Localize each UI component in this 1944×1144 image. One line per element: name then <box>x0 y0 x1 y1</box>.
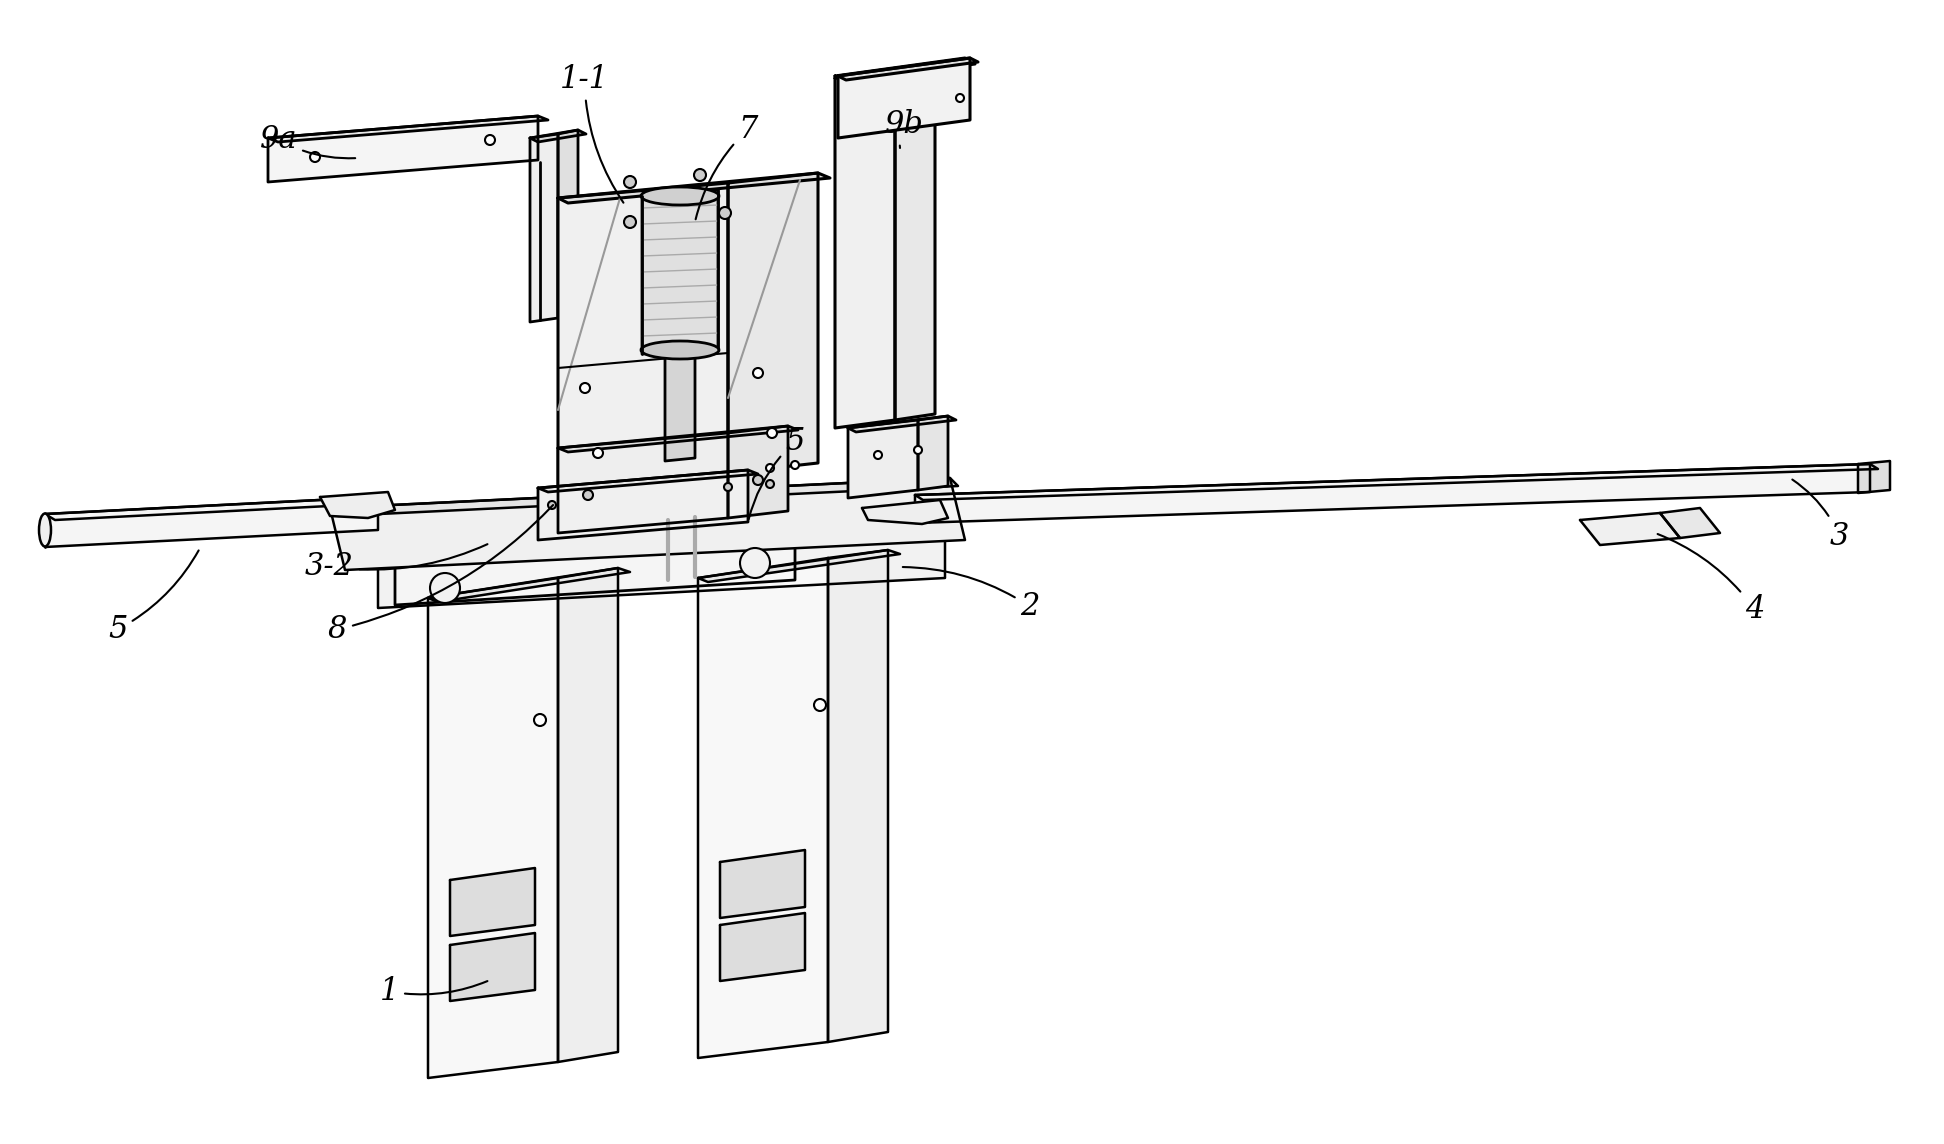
Polygon shape <box>698 558 828 1058</box>
Polygon shape <box>836 58 976 82</box>
Circle shape <box>579 383 589 394</box>
Circle shape <box>624 176 636 188</box>
Polygon shape <box>449 934 535 1001</box>
Polygon shape <box>45 496 389 521</box>
Circle shape <box>875 451 883 459</box>
Circle shape <box>719 207 731 219</box>
Polygon shape <box>377 529 960 564</box>
Polygon shape <box>558 183 727 503</box>
Circle shape <box>914 446 921 454</box>
Polygon shape <box>558 569 618 1062</box>
Polygon shape <box>719 913 805 982</box>
Text: 7: 7 <box>696 114 758 220</box>
Polygon shape <box>698 550 900 582</box>
Polygon shape <box>848 420 918 498</box>
Polygon shape <box>916 464 1878 500</box>
Polygon shape <box>558 426 797 452</box>
Polygon shape <box>1858 461 1890 493</box>
Text: 1-1: 1-1 <box>560 64 624 202</box>
Text: 3: 3 <box>1792 479 1849 553</box>
Circle shape <box>766 464 774 472</box>
Text: 5: 5 <box>109 550 198 645</box>
Polygon shape <box>838 58 978 80</box>
Circle shape <box>741 548 770 578</box>
Polygon shape <box>558 130 577 318</box>
Circle shape <box>548 501 556 509</box>
Circle shape <box>752 368 762 378</box>
Ellipse shape <box>642 186 719 205</box>
Polygon shape <box>531 134 558 321</box>
Polygon shape <box>449 868 535 936</box>
Text: 9a: 9a <box>260 124 356 158</box>
Polygon shape <box>838 58 970 138</box>
Polygon shape <box>531 130 585 142</box>
Text: 8: 8 <box>329 505 554 645</box>
Polygon shape <box>894 64 935 420</box>
Polygon shape <box>428 578 558 1078</box>
Circle shape <box>815 699 826 712</box>
Circle shape <box>791 461 799 469</box>
Text: 3-2: 3-2 <box>305 545 488 582</box>
Ellipse shape <box>39 514 51 547</box>
Text: 9b: 9b <box>885 109 923 148</box>
Polygon shape <box>828 550 888 1042</box>
Ellipse shape <box>642 341 719 359</box>
Text: 1: 1 <box>379 976 488 1007</box>
Circle shape <box>768 428 778 438</box>
Circle shape <box>723 483 733 491</box>
Circle shape <box>752 475 762 485</box>
Polygon shape <box>428 569 630 602</box>
Polygon shape <box>558 432 727 533</box>
Polygon shape <box>861 500 949 524</box>
Circle shape <box>694 169 706 181</box>
Polygon shape <box>719 850 805 917</box>
Polygon shape <box>321 492 395 518</box>
Polygon shape <box>538 470 748 540</box>
Polygon shape <box>642 190 717 353</box>
Polygon shape <box>538 470 758 492</box>
Polygon shape <box>558 173 830 202</box>
Circle shape <box>624 216 636 228</box>
Polygon shape <box>268 116 538 182</box>
Text: 4: 4 <box>1658 534 1765 625</box>
Circle shape <box>766 480 774 488</box>
Polygon shape <box>727 173 818 472</box>
Polygon shape <box>377 529 945 607</box>
Polygon shape <box>836 70 894 428</box>
Circle shape <box>430 573 461 603</box>
Polygon shape <box>1660 508 1720 538</box>
Polygon shape <box>45 496 377 547</box>
Polygon shape <box>1580 513 1680 545</box>
Polygon shape <box>848 416 956 432</box>
Polygon shape <box>330 478 964 570</box>
Circle shape <box>593 448 603 458</box>
Polygon shape <box>727 426 787 518</box>
Polygon shape <box>395 533 795 605</box>
Polygon shape <box>916 464 1870 523</box>
Circle shape <box>484 135 496 145</box>
Polygon shape <box>665 345 696 461</box>
Text: 5: 5 <box>748 426 805 519</box>
Circle shape <box>535 714 546 726</box>
Text: 2: 2 <box>902 567 1040 622</box>
Polygon shape <box>918 416 949 490</box>
Circle shape <box>309 152 321 162</box>
Polygon shape <box>268 116 548 142</box>
Polygon shape <box>330 478 958 516</box>
Polygon shape <box>395 533 805 562</box>
Circle shape <box>583 490 593 500</box>
Circle shape <box>956 94 964 102</box>
